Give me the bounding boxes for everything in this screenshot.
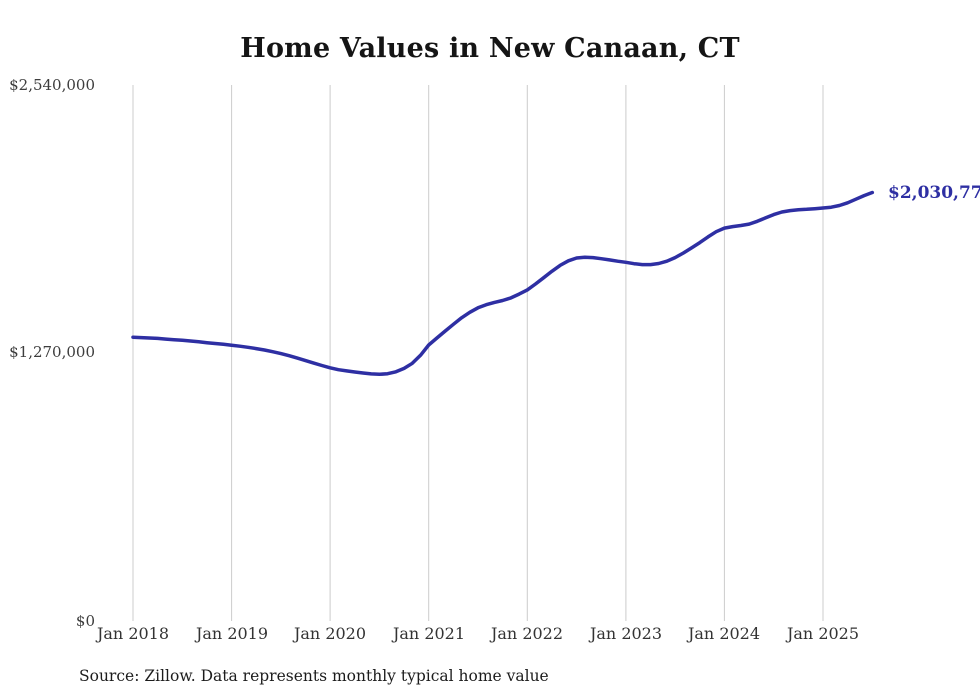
x-axis-label-2018: Jan 2018 (96, 624, 170, 643)
x-axis-label-2020: Jan 2020 (293, 624, 367, 643)
x-axis-label-2025: Jan 2025 (786, 624, 860, 643)
y-axis-label-mid: $1,270,000 (9, 343, 95, 361)
source-note: Source: Zillow. Data represents monthly … (79, 667, 549, 685)
x-axis-label-2024: Jan 2024 (687, 624, 761, 643)
x-axis-label-2023: Jan 2023 (589, 624, 663, 643)
y-axis-label-max: $2,540,000 (9, 76, 95, 94)
x-axis-label-2021: Jan 2021 (392, 624, 466, 643)
chart-title: Home Values in New Canaan, CT (240, 33, 740, 64)
y-axis-label-zero: $0 (75, 612, 95, 630)
x-axis-label-2019: Jan 2019 (195, 624, 269, 643)
latest-value-label: $2,030,774 (888, 183, 980, 203)
x-axis-label-2022: Jan 2022 (490, 624, 564, 643)
home-value-series-line (131, 190, 875, 377)
